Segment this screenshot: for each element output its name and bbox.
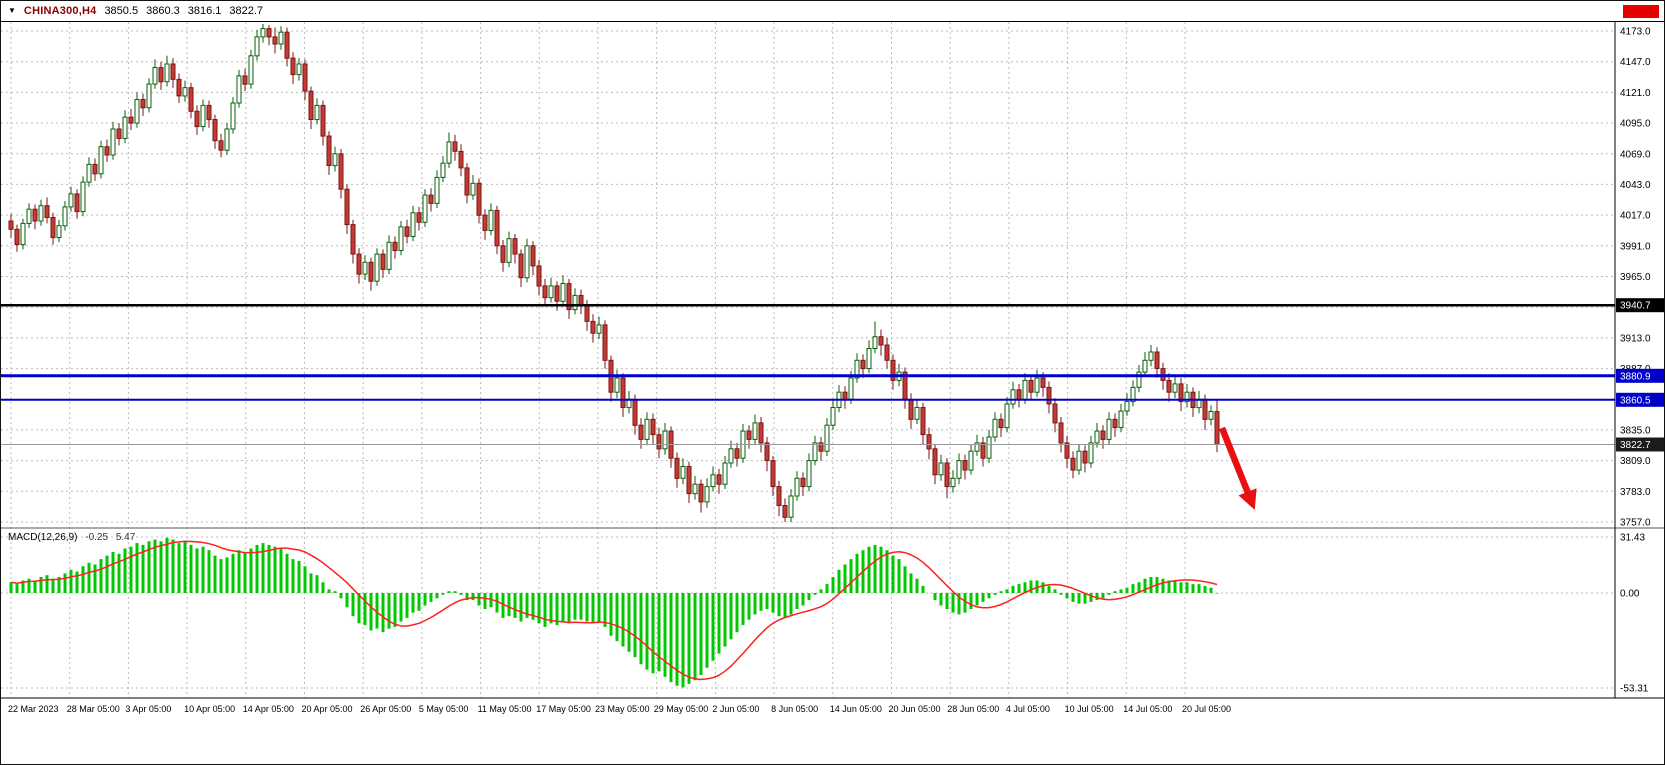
top-right-red-indicator[interactable] [1623, 5, 1659, 18]
svg-text:4173.0: 4173.0 [1620, 27, 1651, 38]
svg-text:3880.9: 3880.9 [1620, 371, 1651, 382]
svg-text:4 Jul 05:00: 4 Jul 05:00 [1006, 704, 1050, 714]
ohlc-low-value: 3816.1 [187, 5, 222, 17]
ohlc-close-value: 3822.7 [229, 5, 264, 17]
svg-text:3835.0: 3835.0 [1620, 425, 1651, 436]
ohlc-high-value: 3860.3 [146, 5, 180, 17]
macd-signal-value: 5.47 [115, 532, 136, 543]
price-axis[interactable]: 3757.03783.03809.03835.03887.03913.03965… [1616, 27, 1664, 695]
svg-text:22 Mar 2023: 22 Mar 2023 [8, 704, 59, 714]
symbol-timeframe-label: CHINA300,H4 [23, 5, 97, 17]
svg-text:3 Apr 05:00: 3 Apr 05:00 [125, 704, 171, 714]
svg-text:28 Mar 05:00: 28 Mar 05:00 [67, 704, 120, 714]
svg-text:3822.7: 3822.7 [1620, 440, 1651, 451]
svg-text:20 Apr 05:00: 20 Apr 05:00 [302, 704, 353, 714]
candlesticks [8, 23, 1220, 522]
svg-text:17 May 05:00: 17 May 05:00 [536, 704, 591, 714]
svg-text:0.00: 0.00 [1620, 589, 1640, 600]
svg-text:3991.0: 3991.0 [1620, 241, 1651, 252]
svg-text:4043.0: 4043.0 [1620, 180, 1651, 191]
svg-text:3860.5: 3860.5 [1620, 395, 1651, 406]
svg-text:2 Jun 05:00: 2 Jun 05:00 [712, 704, 759, 714]
svg-text:20 Jun 05:00: 20 Jun 05:00 [889, 704, 941, 714]
symbol-dropdown-icon[interactable]: ▼ [8, 6, 16, 15]
trend-arrow[interactable] [1218, 426, 1257, 510]
svg-text:14 Jul 05:00: 14 Jul 05:00 [1123, 704, 1172, 714]
svg-text:8 Jun 05:00: 8 Jun 05:00 [771, 704, 818, 714]
svg-text:4147.0: 4147.0 [1620, 57, 1651, 68]
macd-signal-line [10, 540, 1218, 681]
macd-main-value: -0.25 [85, 532, 109, 543]
macd-indicator-name: MACD(12,26,9) [8, 532, 78, 543]
macd-histogram [9, 537, 1219, 688]
svg-text:3965.0: 3965.0 [1620, 272, 1651, 283]
svg-text:3940.7: 3940.7 [1620, 301, 1651, 312]
svg-text:28 Jun 05:00: 28 Jun 05:00 [947, 704, 999, 714]
svg-text:3757.0: 3757.0 [1620, 518, 1651, 529]
svg-text:29 May 05:00: 29 May 05:00 [654, 704, 709, 714]
chart-header: ▼ CHINA300,H4 3850.5 3860.3 3816.1 3822.… [1, 1, 1664, 22]
svg-text:4017.0: 4017.0 [1620, 211, 1651, 222]
svg-text:14 Jun 05:00: 14 Jun 05:00 [830, 704, 882, 714]
horizontal-level-lines[interactable] [1, 303, 1615, 445]
svg-text:26 Apr 05:00: 26 Apr 05:00 [360, 704, 411, 714]
svg-text:-53.31: -53.31 [1620, 683, 1649, 694]
svg-text:20 Jul 05:00: 20 Jul 05:00 [1182, 704, 1231, 714]
svg-text:5 May 05:00: 5 May 05:00 [419, 704, 469, 714]
svg-text:3913.0: 3913.0 [1620, 333, 1651, 344]
pane-borders [1, 22, 1664, 699]
svg-text:31.43: 31.43 [1620, 533, 1645, 544]
svg-text:14 Apr 05:00: 14 Apr 05:00 [243, 704, 294, 714]
macd-indicator-label: MACD(12,26,9) -0.25 5.47 [8, 532, 135, 543]
time-axis[interactable]: 22 Mar 2023 28 Mar 05:00 3 Apr 05:00 10 Apr… [8, 704, 1231, 714]
svg-text:11 May 05:00: 11 May 05:00 [478, 704, 532, 714]
svg-text:10 Jul 05:00: 10 Jul 05:00 [1065, 704, 1114, 714]
svg-text:23 May 05:00: 23 May 05:00 [595, 704, 650, 714]
svg-text:10 Apr 05:00: 10 Apr 05:00 [184, 704, 235, 714]
ohlc-open-value: 3850.5 [104, 5, 139, 17]
grid-lines [1, 22, 1615, 698]
svg-text:4121.0: 4121.0 [1620, 88, 1651, 99]
svg-text:3809.0: 3809.0 [1620, 456, 1651, 467]
svg-text:4095.0: 4095.0 [1620, 119, 1651, 130]
svg-text:4069.0: 4069.0 [1620, 149, 1651, 160]
svg-text:3783.0: 3783.0 [1620, 487, 1651, 498]
